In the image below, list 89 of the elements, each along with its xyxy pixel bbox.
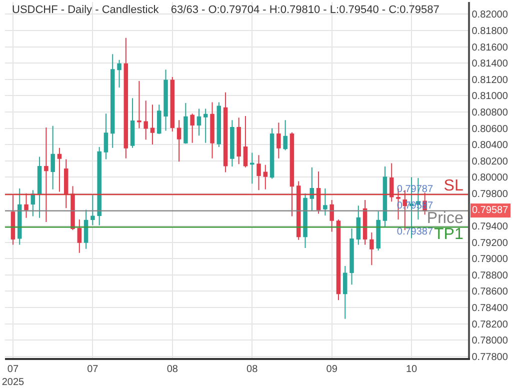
ref-line-label: Price [426,210,464,227]
y-tick-label: 0.78800 [472,270,508,282]
candlestick [30,190,36,217]
candlestick [150,104,155,146]
x-tick-label: 07 2025 [2,364,25,388]
y-tick-label: 0.78000 [472,336,508,347]
candlestick [243,116,248,168]
x-tick-label: 07 [87,364,99,375]
y-tick-label: 0.80400 [472,140,508,152]
x-tick-label: 09 [326,364,338,375]
candlestick [350,228,354,286]
candlestick [256,154,261,191]
x-tick-label: 08 [166,364,178,375]
candlestick [230,120,234,168]
y-tick-label: 0.79000 [472,254,508,266]
candlestick [250,152,254,184]
candlestick [270,128,274,180]
y-tick-label: 0.78400 [472,302,508,314]
candlestick [176,120,182,162]
candlestick [77,219,82,254]
candlestick [97,146,102,226]
y-tick-label: 0.78600 [472,286,508,298]
candlestick [24,192,28,218]
y-tick-label: 0.81000 [472,91,508,102]
y-tick-label: 0.81800 [472,26,508,38]
candlestick [210,102,214,159]
y-tick-label: 0.77800 [472,352,508,363]
x-tick-label: 08 [246,364,258,375]
candlestick [64,158,68,209]
candlestick [356,205,361,246]
candlestick [389,162,394,202]
candlestick [50,125,55,190]
candlestick [110,54,115,148]
candlestick [362,199,368,246]
candlestick [170,76,175,132]
y-tick-label: 0.81400 [472,58,508,70]
candlestick [216,102,222,148]
candlestick [156,104,162,134]
y-tick-label: 0.81200 [472,74,508,86]
candlestick [196,108,202,136]
candlestick [263,164,268,190]
candlestick [203,108,208,144]
candlestick [316,170,321,214]
candlestick [37,156,42,218]
y-tick-label: 0.79800 [472,188,508,200]
candlestick [144,100,148,140]
candlestick [190,113,194,144]
candlestick [276,122,281,159]
candlestick [330,199,334,232]
y-tick-label: 0.80200 [472,156,508,168]
candlestick [283,120,288,151]
candlestick [130,98,135,148]
ref-line-label: SL [444,178,464,194]
candlestick [84,209,88,250]
candlestick [342,265,348,320]
candlestick [290,132,294,217]
candlestick [104,113,108,160]
y-tick-label: 0.80600 [472,124,508,135]
ref-line-label: TP1 [434,226,464,244]
x-tick-label: 10 [406,364,418,375]
candlestick [223,92,228,173]
candlestick [10,194,16,246]
y-tick-label: 0.80800 [472,107,508,118]
y-tick-label: 0.79400 [472,222,508,233]
y-tick-label: 0.78200 [472,319,508,330]
candlestick [137,80,142,129]
candlestick [376,210,380,251]
candlestick [124,37,128,159]
candlestick [44,126,48,222]
candlestick [323,188,328,216]
candlestick [164,69,168,132]
candlestick [370,232,374,266]
text: 0.79587 [472,205,509,216]
candlestick [382,166,388,228]
candlestick [310,166,314,212]
y-tick-label: 0.82000 [472,10,508,21]
candlestick [70,186,75,231]
candlestick [57,147,62,192]
candlestick [17,188,22,246]
candlestick [303,192,308,249]
candlestick [336,219,341,301]
y-tick-label: 0.80000 [472,172,508,184]
y-tick-label: 0.79200 [472,238,508,249]
chart-title: USDCHF - Daily - Candlestick 63/63 - O:0.79704 - H:0.79810 - L:0.79540 - C:0.79587 [12,4,440,16]
candlestick [117,59,122,88]
y-tick-label: 0.81600 [472,42,508,54]
candlestick [184,102,188,144]
candlestick [236,117,241,165]
candlestick [90,194,95,226]
